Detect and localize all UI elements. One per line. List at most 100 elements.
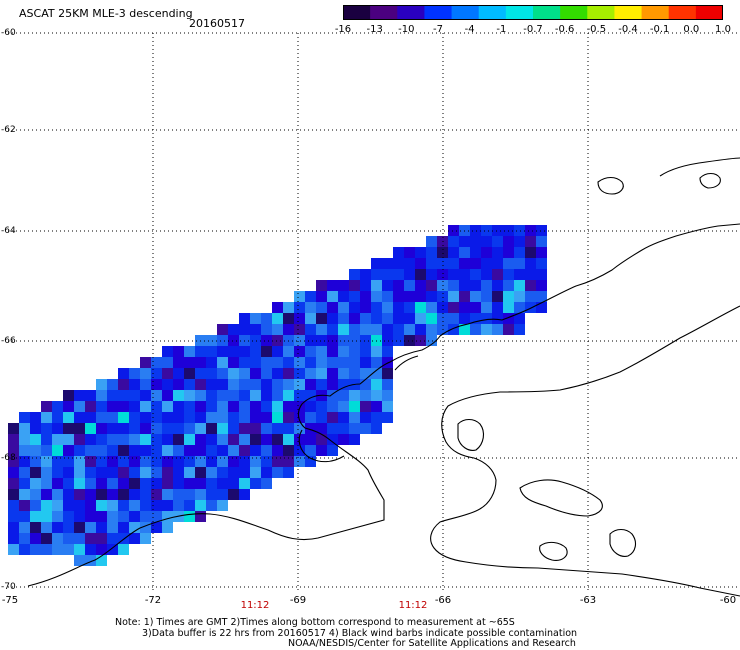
colorbar-tick-label: 0.0 (683, 24, 700, 35)
swath-cell (184, 500, 195, 511)
swath-cell (173, 357, 184, 368)
island-3 (609, 528, 637, 557)
swath-cell (129, 478, 140, 489)
swath-cell (437, 291, 448, 302)
colorbar-segment (478, 5, 507, 20)
swath-cell (63, 522, 74, 533)
swath-cell (327, 302, 338, 313)
swath-cell (338, 412, 349, 423)
swath-cell (74, 401, 85, 412)
swath-cell (129, 522, 140, 533)
swath-cell (250, 478, 261, 489)
swath-cell (162, 390, 173, 401)
swath-cell (129, 390, 140, 401)
swath-cell (525, 302, 536, 313)
swath-cell (481, 269, 492, 280)
swath-cell (404, 269, 415, 280)
swath-cell (74, 434, 85, 445)
swath-cell (118, 423, 129, 434)
swath-cell (184, 511, 195, 522)
swath-cell (360, 423, 371, 434)
swath-cell (184, 423, 195, 434)
swath-cell (503, 324, 514, 335)
swath-cell (107, 390, 118, 401)
swath-cell (30, 500, 41, 511)
swath-cell (437, 247, 448, 258)
swath-cell (30, 412, 41, 423)
time-label-1: 11:12 (240, 600, 270, 611)
swath-cell (129, 456, 140, 467)
swath-cell (206, 412, 217, 423)
swath-cell (8, 423, 19, 434)
swath-cell (239, 379, 250, 390)
island-6 (699, 172, 721, 189)
swath-cell (536, 258, 547, 269)
swath-cell (338, 280, 349, 291)
product-title: ASCAT 25KM MLE-3 descending (19, 7, 193, 20)
swath-cell (151, 478, 162, 489)
swath-cell (96, 511, 107, 522)
swath-cell (283, 412, 294, 423)
swath-cell (118, 445, 129, 456)
swath-cell (481, 280, 492, 291)
swath-cell (470, 291, 481, 302)
swath-cell (492, 313, 503, 324)
swath-cell (250, 324, 261, 335)
swath-cell (239, 467, 250, 478)
swath-cell (206, 478, 217, 489)
swath-cell (261, 445, 272, 456)
swath-cell (316, 412, 327, 423)
swath-cell (19, 500, 30, 511)
swath-cell (162, 489, 173, 500)
swath-cell (184, 467, 195, 478)
swath-cell (217, 456, 228, 467)
swath-cell (228, 335, 239, 346)
swath-cell (448, 280, 459, 291)
swath-cell (261, 467, 272, 478)
colorbar-tick-label: -16 (334, 24, 352, 35)
swath-cell (305, 445, 316, 456)
swath-cell (173, 478, 184, 489)
swath-cell (195, 368, 206, 379)
swath-cell (107, 511, 118, 522)
swath-cell (272, 401, 283, 412)
coastline-peninsula (298, 429, 345, 463)
swath-cell (470, 247, 481, 258)
swath-cell (349, 346, 360, 357)
swath-cell (459, 236, 470, 247)
swath-cell (8, 511, 19, 522)
swath-cell (129, 401, 140, 412)
lat-label-60: -60 (1, 28, 16, 38)
swath-cell (85, 390, 96, 401)
swath-cell (316, 302, 327, 313)
swath-cell (228, 390, 239, 401)
swath-cell (8, 500, 19, 511)
swath-cell (19, 489, 30, 500)
swath-cell (371, 280, 382, 291)
swath-cell (481, 302, 492, 313)
swath-cell (316, 324, 327, 335)
swath-cell (30, 489, 41, 500)
swath-cell (96, 456, 107, 467)
swath-cell (118, 368, 129, 379)
swath-cell (52, 533, 63, 544)
swath-cell (305, 346, 316, 357)
swath-cell (206, 357, 217, 368)
colorbar-segment (587, 5, 615, 20)
swath-cell (393, 302, 404, 313)
swath-cell (173, 346, 184, 357)
swath-cell (415, 247, 426, 258)
swath-cell (195, 346, 206, 357)
swath-cell (272, 368, 283, 379)
swath-cell (195, 401, 206, 412)
swath-cell (118, 489, 129, 500)
swath-cell (228, 379, 239, 390)
swath-cell (217, 335, 228, 346)
swath-cell (338, 346, 349, 357)
swath-cell (382, 379, 393, 390)
swath-cell (129, 445, 140, 456)
swath-cell (294, 368, 305, 379)
swath-cell (437, 302, 448, 313)
swath-cell (305, 401, 316, 412)
swath-cell (514, 280, 525, 291)
